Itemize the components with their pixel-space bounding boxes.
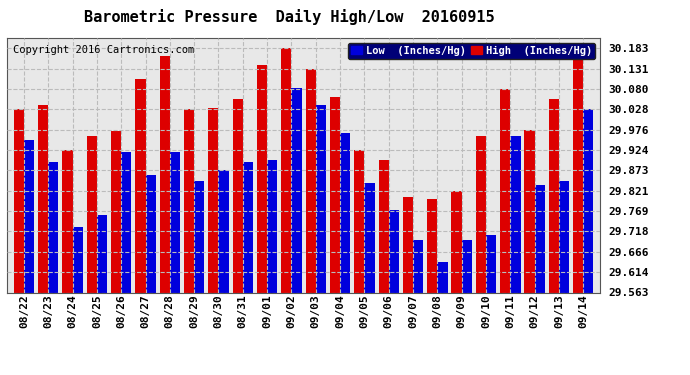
Bar bbox=[573, 55, 583, 292]
Bar bbox=[500, 89, 511, 292]
Bar bbox=[72, 226, 83, 292]
Bar bbox=[316, 105, 326, 292]
Bar bbox=[486, 235, 496, 292]
Bar bbox=[159, 56, 170, 292]
Bar bbox=[354, 150, 364, 292]
Bar bbox=[379, 160, 388, 292]
Bar bbox=[388, 210, 399, 292]
Bar bbox=[535, 185, 545, 292]
Bar bbox=[340, 133, 351, 292]
Bar bbox=[97, 215, 107, 292]
Bar bbox=[219, 170, 228, 292]
Bar bbox=[511, 136, 520, 292]
Bar bbox=[14, 109, 24, 292]
Bar bbox=[267, 160, 277, 292]
Bar bbox=[194, 182, 204, 292]
Bar bbox=[306, 69, 316, 292]
Bar bbox=[549, 99, 559, 292]
Bar bbox=[146, 176, 156, 292]
Bar bbox=[208, 108, 219, 292]
Bar bbox=[364, 183, 375, 292]
Bar bbox=[451, 191, 462, 292]
Bar bbox=[524, 130, 535, 292]
Bar bbox=[403, 197, 413, 292]
Bar bbox=[427, 199, 437, 292]
Bar bbox=[62, 150, 72, 292]
Bar bbox=[559, 182, 569, 292]
Legend: Low  (Inches/Hg), High  (Inches/Hg): Low (Inches/Hg), High (Inches/Hg) bbox=[348, 43, 595, 59]
Bar bbox=[111, 130, 121, 292]
Bar bbox=[233, 99, 243, 292]
Bar bbox=[462, 240, 472, 292]
Text: Barometric Pressure  Daily High/Low  20160915: Barometric Pressure Daily High/Low 20160… bbox=[84, 9, 495, 26]
Bar bbox=[437, 262, 448, 292]
Bar bbox=[243, 162, 253, 292]
Bar bbox=[170, 152, 180, 292]
Bar bbox=[413, 240, 423, 292]
Bar bbox=[184, 109, 194, 292]
Bar bbox=[257, 65, 267, 292]
Bar bbox=[48, 162, 59, 292]
Bar bbox=[583, 109, 593, 292]
Bar bbox=[24, 140, 34, 292]
Bar bbox=[330, 97, 340, 292]
Bar bbox=[282, 48, 291, 292]
Bar bbox=[87, 136, 97, 292]
Text: Copyright 2016 Cartronics.com: Copyright 2016 Cartronics.com bbox=[13, 45, 194, 55]
Bar bbox=[291, 88, 302, 292]
Bar bbox=[38, 105, 48, 292]
Bar bbox=[476, 136, 486, 292]
Bar bbox=[135, 79, 146, 292]
Bar bbox=[121, 152, 131, 292]
